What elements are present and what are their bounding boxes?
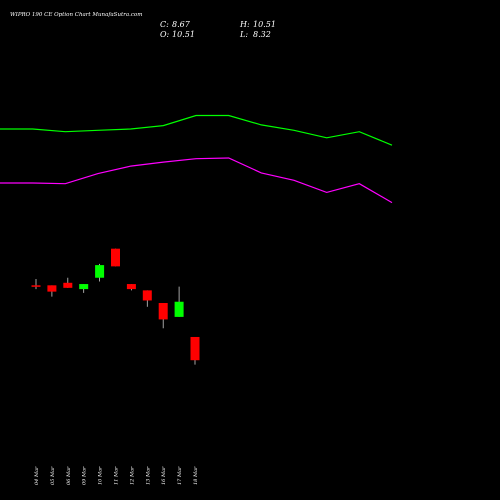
x-tick-label: 11 Mar xyxy=(114,466,120,485)
candle-body xyxy=(111,248,120,267)
low-label: L: xyxy=(239,30,248,39)
x-tick-label: 06 Mar xyxy=(66,466,72,485)
x-tick-label: 05 Mar xyxy=(50,466,56,485)
candle-body xyxy=(174,301,184,317)
band-line-0 xyxy=(0,114,393,146)
candle-body xyxy=(158,303,168,320)
high-value: 10.51 xyxy=(253,20,276,29)
x-tick-label: 16 Mar xyxy=(161,466,167,485)
candle-body xyxy=(47,285,57,292)
x-tick-label: 09 Mar xyxy=(82,466,88,485)
candle-body xyxy=(31,285,41,287)
candle-body xyxy=(126,284,136,290)
candle-body xyxy=(95,265,105,278)
band-line-1 xyxy=(0,157,393,204)
candle-body xyxy=(63,282,73,288)
low-value: 8.32 xyxy=(253,30,271,39)
candles xyxy=(31,248,200,365)
x-axis-labels: 04 Mar 05 Mar 06 Mar 09 Mar 10 Mar 11 Mar 12 M… xyxy=(34,466,199,485)
chart-title: WIPRO 190 CE Option Chart MunafaSutra.co… xyxy=(10,12,142,18)
x-tick-label: 13 Mar xyxy=(145,466,151,485)
close-label: C: xyxy=(160,20,169,29)
open-value: 10.51 xyxy=(172,30,195,39)
open-label: O: xyxy=(160,30,170,39)
high-label: H: xyxy=(239,20,250,29)
band-lines xyxy=(0,114,393,204)
x-tick-label: 18 Mar xyxy=(193,466,199,485)
candle-body xyxy=(142,290,152,301)
x-tick-label: 04 Mar xyxy=(34,466,40,485)
candle-body xyxy=(190,336,200,361)
close-value: 8.67 xyxy=(172,20,191,29)
candle-body xyxy=(79,284,89,290)
x-tick-label: 12 Mar xyxy=(129,466,135,485)
ohlc-readout: C: 8.67 O: 10.51 H: 10.51 L: 8.32 xyxy=(160,20,276,39)
x-tick-label: 10 Mar xyxy=(98,466,104,485)
x-tick-label: 17 Mar xyxy=(177,466,183,485)
